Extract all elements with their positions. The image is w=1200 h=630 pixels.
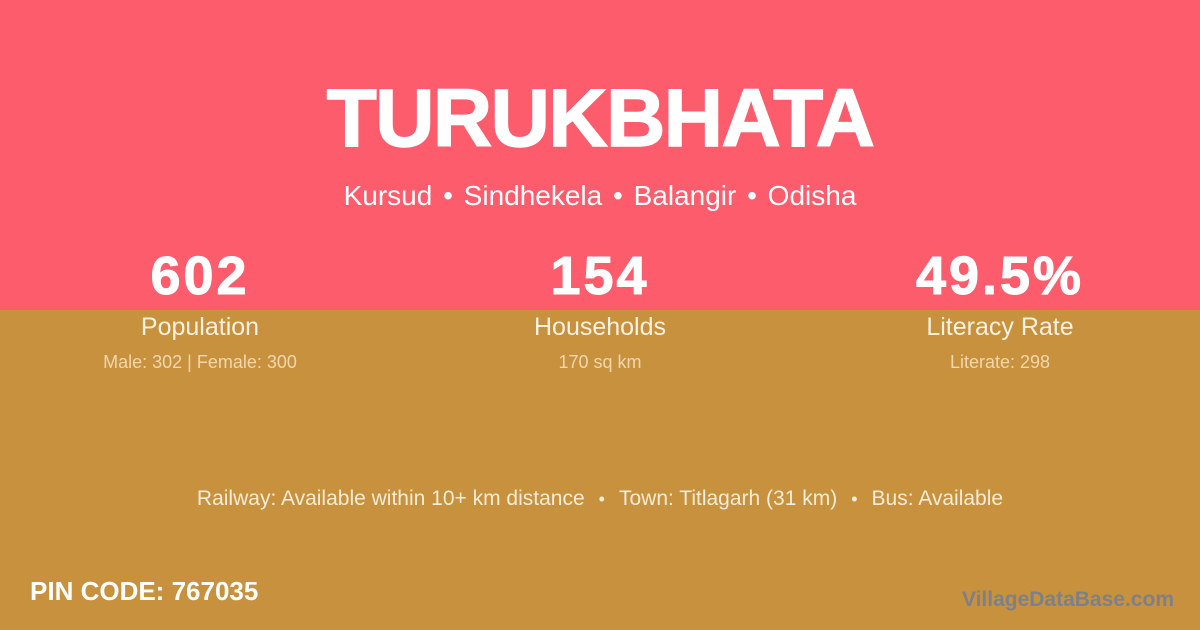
- bullet-separator: •: [598, 489, 605, 509]
- header-section: [0, 0, 1200, 310]
- bullet-separator: •: [851, 489, 858, 509]
- literacy-label: Literacy Rate: [926, 313, 1074, 341]
- stat-households: 154 Households 170 sq km: [400, 246, 800, 373]
- town-info: Town: Titlagarh (31 km): [618, 487, 838, 510]
- population-detail: Male: 302 | Female: 300: [103, 352, 297, 372]
- literacy-value: 49.5%: [915, 246, 1085, 306]
- stat-population: 602 Population Male: 302 | Female: 300: [0, 246, 400, 373]
- transport-info: Railway: Available within 10+ km distanc…: [0, 486, 1200, 512]
- population-value: 602: [150, 246, 250, 306]
- literacy-detail: Literate: 298: [949, 352, 1051, 372]
- bus-info: Bus: Available: [871, 487, 1004, 510]
- pin-code: PIN CODE: 767035: [30, 576, 259, 606]
- stats-row: 602 Population Male: 302 | Female: 300 1…: [0, 246, 1200, 373]
- railway-info: Railway: Available within 10+ km distanc…: [196, 487, 585, 510]
- village-title: TURUKBHATA: [326, 73, 876, 164]
- households-label: Households: [533, 313, 667, 341]
- watermark-logo: VillageDataBase.com: [961, 588, 1174, 611]
- stat-literacy: 49.5% Literacy Rate Literate: 298: [800, 246, 1200, 373]
- households-value: 154: [550, 246, 650, 306]
- breadcrumb: Kursud • Sindhekela • Balangir • Odisha: [343, 180, 857, 211]
- households-detail: 170 sq km: [558, 352, 642, 372]
- population-label: Population: [140, 313, 260, 341]
